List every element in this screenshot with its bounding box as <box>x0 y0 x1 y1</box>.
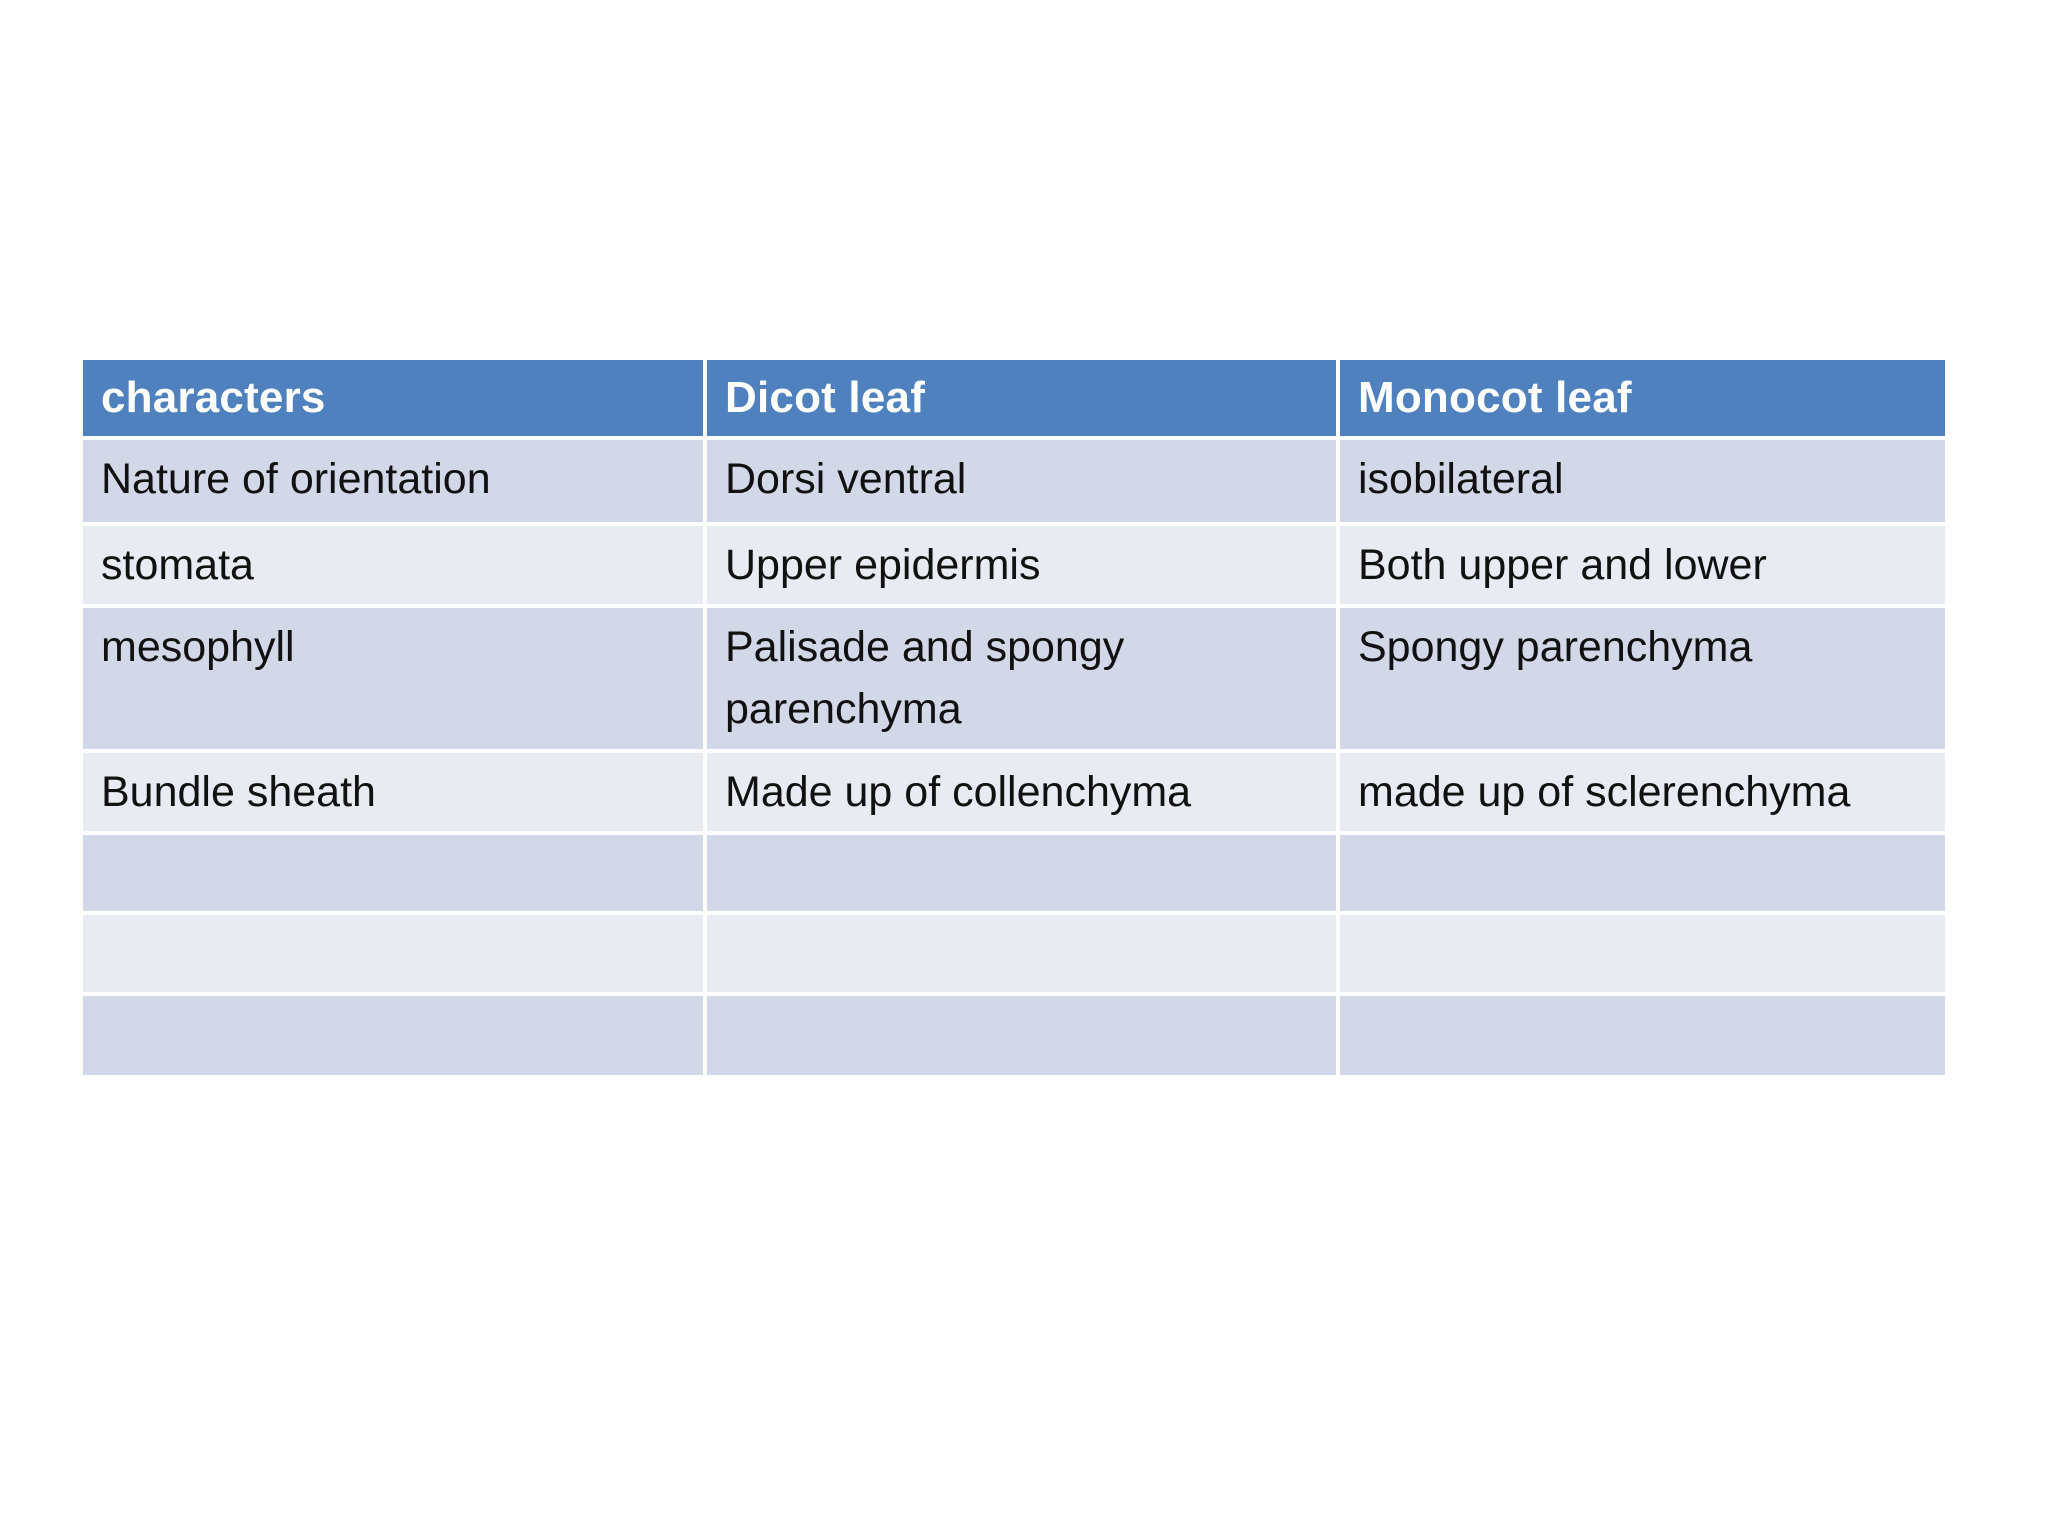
header-cell-monocot-leaf: Monocot leaf <box>1340 360 1945 436</box>
table-cell-empty <box>707 996 1336 1075</box>
table-cell-empty <box>707 915 1336 992</box>
table-cell: Bundle sheath <box>83 753 703 831</box>
table-cell-empty <box>1340 996 1945 1075</box>
table-cell: Spongy parenchyma <box>1340 608 1945 749</box>
table-cell-empty <box>1340 835 1945 911</box>
table-cell-empty <box>1340 915 1945 992</box>
table-cell: isobilateral <box>1340 440 1945 522</box>
table-cell: stomata <box>83 526 703 604</box>
table-cell-empty <box>83 996 703 1075</box>
table-cell: made up of sclerenchyma <box>1340 753 1945 831</box>
header-cell-characters: characters <box>83 360 703 436</box>
table-cell: Both upper and lower <box>1340 526 1945 604</box>
table-cell: Dorsi ventral <box>707 440 1336 522</box>
table-cell: Nature of orientation <box>83 440 703 522</box>
comparison-table: characters Dicot leaf Monocot leaf Natur… <box>83 360 1945 1075</box>
table-cell: mesophyll <box>83 608 703 749</box>
header-cell-dicot-leaf: Dicot leaf <box>707 360 1336 436</box>
table-cell: Upper epidermis <box>707 526 1336 604</box>
table-cell-empty <box>707 835 1336 911</box>
table-cell-empty <box>83 915 703 992</box>
table-cell: Made up of collenchyma <box>707 753 1336 831</box>
table-cell-empty <box>83 835 703 911</box>
table-cell: Palisade and spongy parenchyma <box>707 608 1336 749</box>
